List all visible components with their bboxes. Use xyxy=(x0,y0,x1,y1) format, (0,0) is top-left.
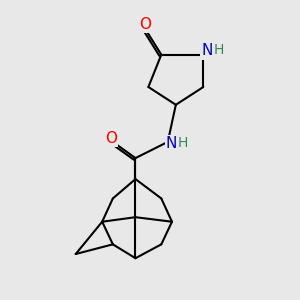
Text: O: O xyxy=(105,130,117,146)
Text: N: N xyxy=(166,136,177,151)
Text: N: N xyxy=(202,43,213,58)
Text: H: H xyxy=(213,43,224,57)
Text: O: O xyxy=(139,16,151,32)
Text: H: H xyxy=(178,136,188,150)
